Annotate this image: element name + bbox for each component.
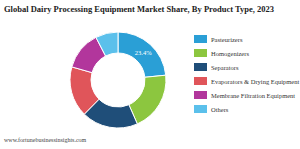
html-text:Homogenizers: Homogenizers: [211, 49, 249, 57]
html-text:Global Dairy Processing Equipm: Global Dairy Processing Equipment Market…: [4, 4, 274, 14]
html-text:Membrane Filtration Equipment: Membrane Filtration Equipment: [211, 91, 296, 99]
html-text:Pasteurizers: Pasteurizers: [211, 35, 243, 43]
html-text:Others: Others: [211, 105, 229, 113]
svg-text:23.4%: 23.4%: [135, 49, 152, 56]
html-text:Evaporators & Drying Equipment: Evaporators & Drying Equipment: [211, 77, 300, 85]
html-text:Separators: Separators: [211, 63, 239, 71]
html-text:www.fortunebusinessinsights.co: www.fortunebusinessinsights.com: [4, 137, 87, 143]
